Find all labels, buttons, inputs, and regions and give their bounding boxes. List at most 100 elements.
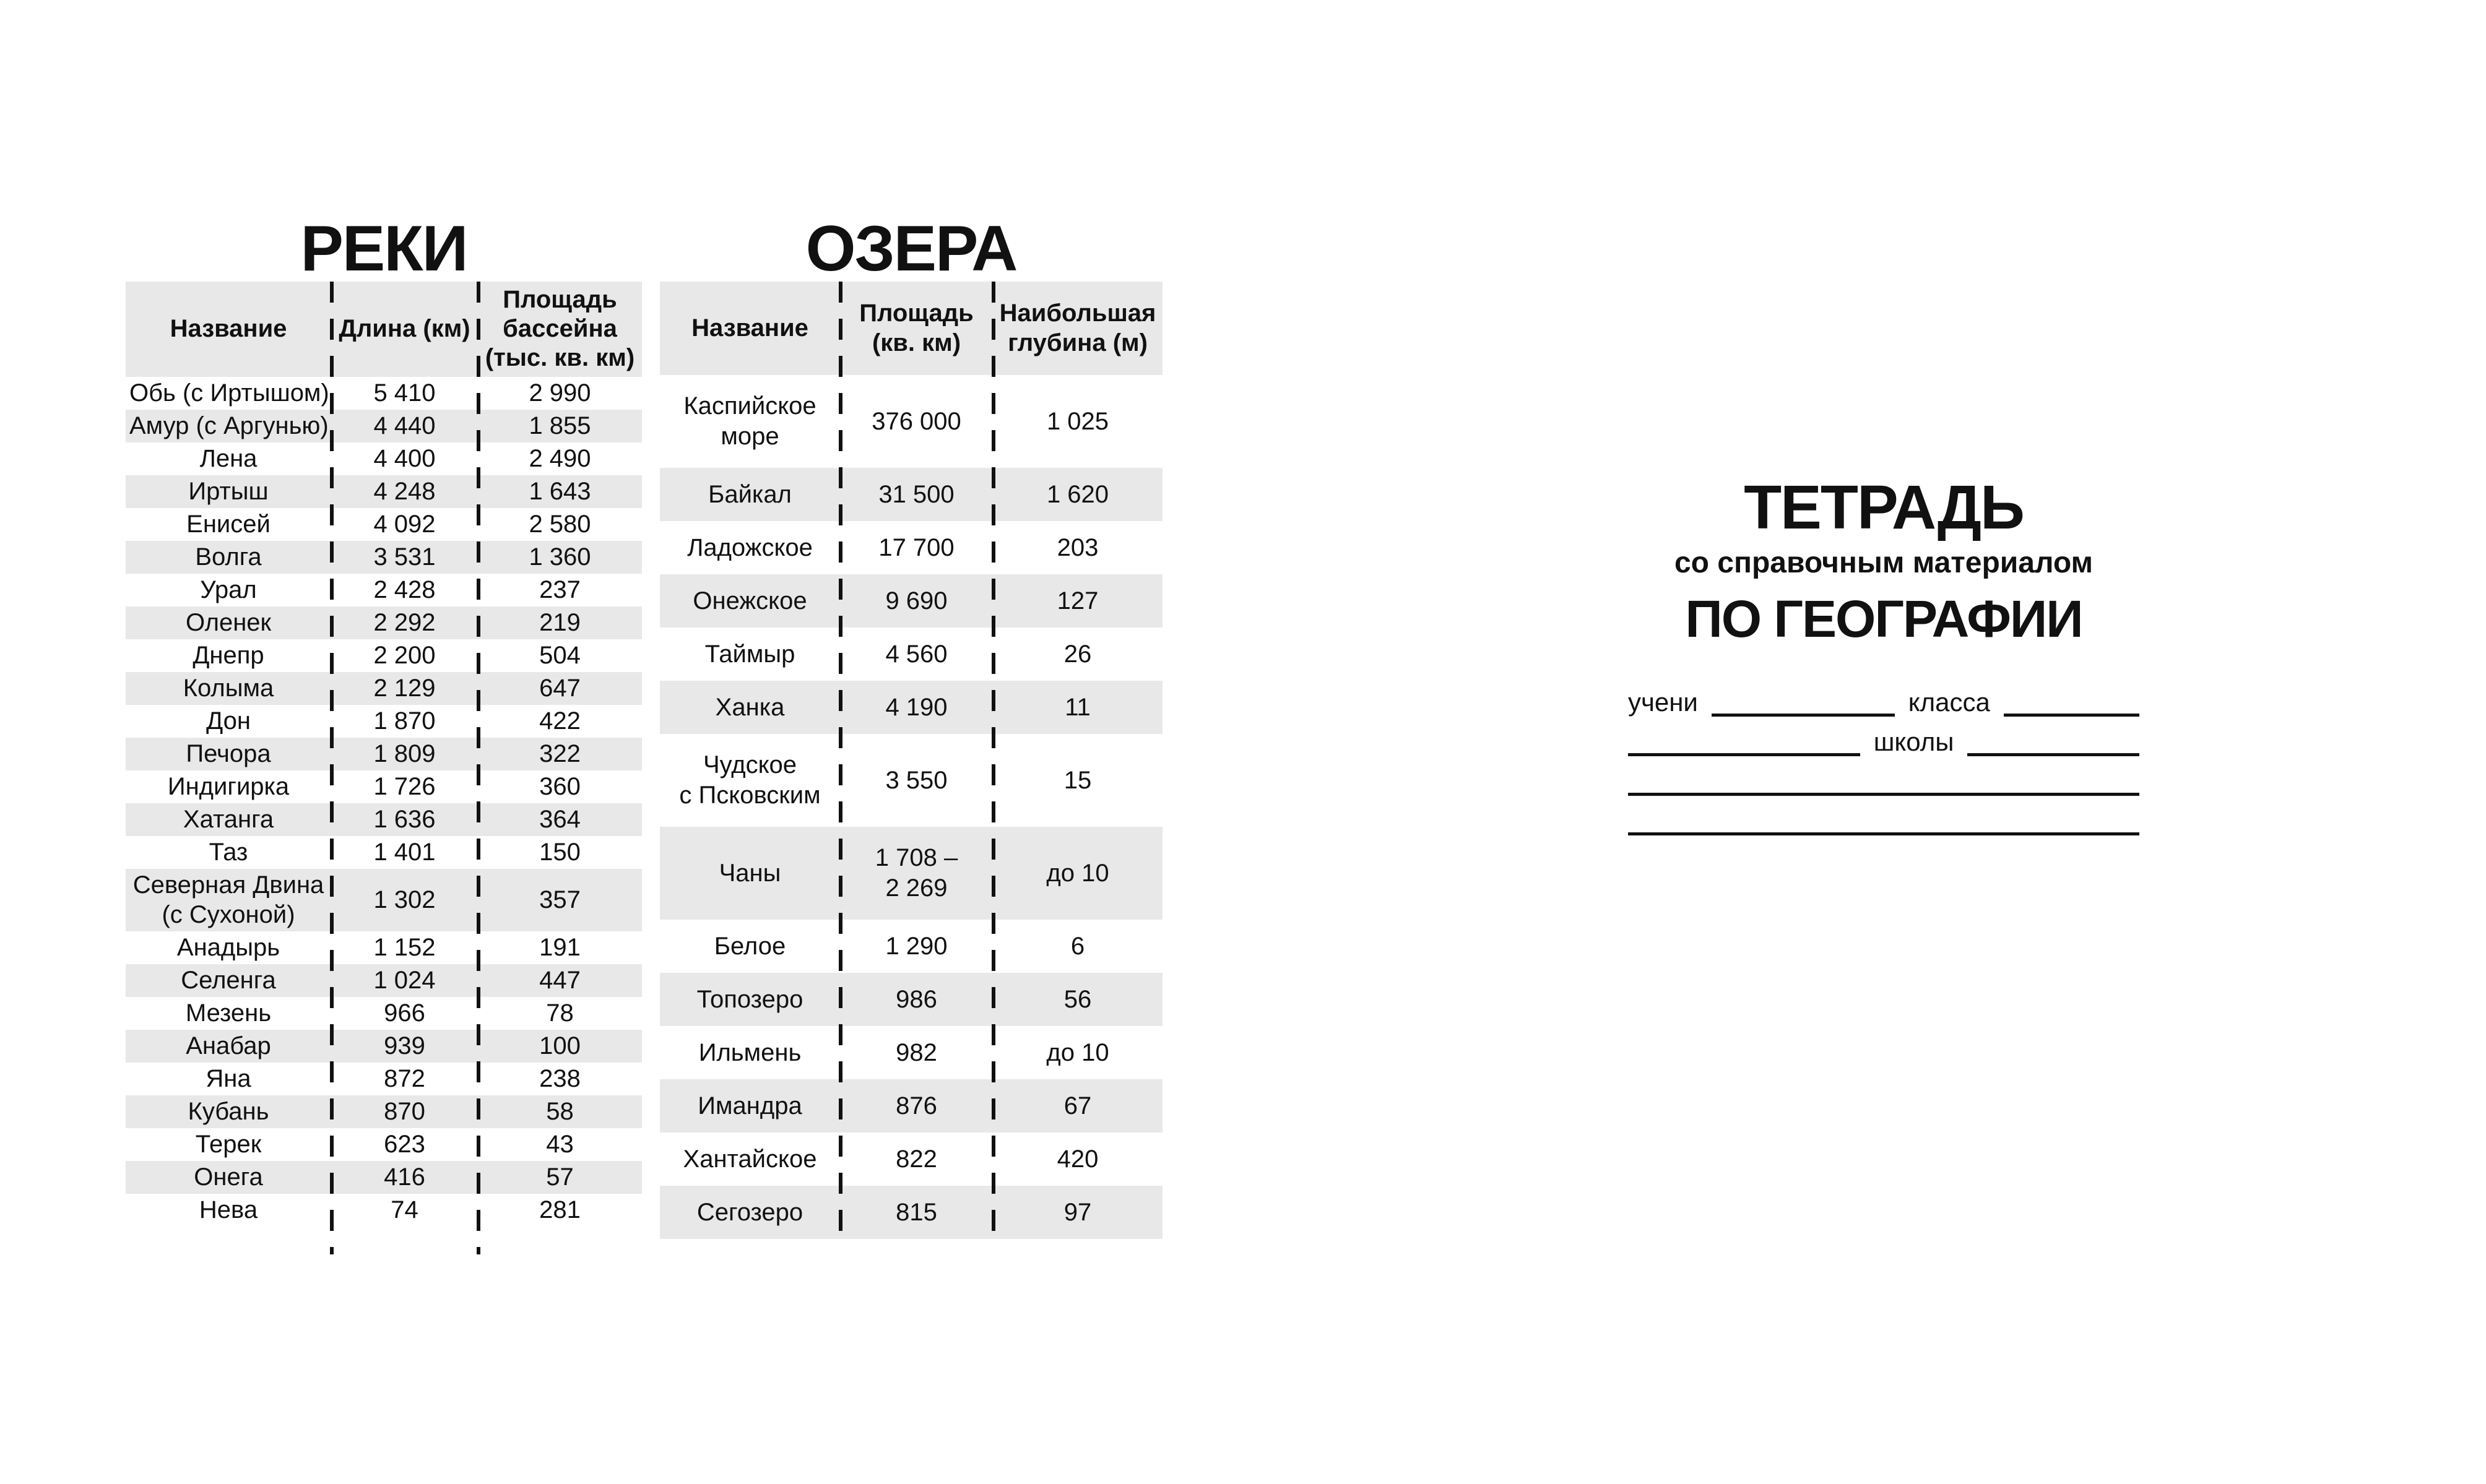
table-cell: 815	[896, 1198, 937, 1226]
table-cell: Иртыш	[188, 477, 269, 505]
school-label: школы	[1873, 727, 1954, 756]
column-divider-dashed	[477, 282, 480, 1255]
table-row: Дон 1 870 422	[126, 705, 642, 738]
notebook-subtitle: со справочным материалом	[1674, 546, 2094, 579]
table-cell: 1 636	[373, 805, 436, 833]
table-cell: Ильмень	[698, 1038, 802, 1066]
table-cell: 4 248	[373, 477, 436, 505]
student-label: учени	[1628, 688, 1698, 717]
table-row: Ильмень 982 до 10	[660, 1026, 1163, 1079]
table-cell: Хатанга	[183, 805, 274, 833]
column-header-basin: Площадь бассейна (тыс. кв. км)	[485, 286, 635, 372]
table-cell: 238	[539, 1065, 581, 1093]
school-blank-line-left	[1628, 728, 1860, 756]
table-cell: Таймыр	[704, 640, 795, 668]
column-header-depth: Наибольшая глубина (м)	[999, 300, 1156, 356]
table-cell: Хантайское	[683, 1145, 817, 1173]
table-row: Яна 872 238	[126, 1063, 642, 1095]
table-cell: 11	[1065, 693, 1091, 721]
table-cell: 357	[539, 886, 581, 913]
table-cell: 876	[896, 1092, 937, 1119]
table-row: Урал 2 428 237	[126, 574, 642, 606]
table-cell: 150	[539, 838, 581, 866]
table-cell: 2 129	[373, 674, 436, 702]
table-cell: 191	[539, 934, 581, 962]
column-header-area: Площадь (кв. км)	[859, 300, 974, 356]
table-cell: Онега	[194, 1163, 263, 1191]
table-cell: 982	[896, 1038, 937, 1066]
table-row: Ладожское 17 700 203	[660, 521, 1163, 574]
table-cell: 4 560	[885, 640, 948, 668]
table-cell: 9 690	[885, 587, 948, 615]
table-cell: Дон	[206, 707, 251, 735]
table-cell: 2 490	[529, 444, 591, 472]
lakes-table-header-row: Название Площадь (кв. км) Наибольшая глу…	[660, 282, 1163, 375]
table-row: Ханка 4 190 11	[660, 681, 1163, 734]
table-row: Топозеро 986 56	[660, 973, 1163, 1026]
table-cell: 1 855	[529, 412, 591, 439]
table-cell: 31 500	[878, 480, 955, 508]
table-cell: Топозеро	[696, 985, 803, 1013]
rivers-table-title: РЕКИ	[300, 213, 469, 285]
table-cell: 237	[539, 576, 581, 603]
table-row: Хантайское 822 420	[660, 1132, 1163, 1186]
table-row: Оленек 2 292 219	[126, 606, 642, 639]
table-cell: 2 990	[529, 379, 591, 407]
table-cell: Сегозеро	[696, 1198, 803, 1226]
table-cell: 939	[384, 1032, 425, 1060]
table-cell: Северная Двина (с Сухоной)	[132, 871, 324, 929]
table-cell: 1 024	[373, 967, 436, 994]
column-divider-dashed	[839, 282, 842, 1239]
table-row: Печора 1 809 322	[126, 737, 642, 770]
table-cell: Оленек	[185, 608, 272, 636]
table-cell: 2 580	[529, 510, 591, 538]
table-cell: 1 360	[529, 543, 591, 571]
table-cell: 966	[384, 999, 425, 1027]
table-cell: до 10	[1046, 859, 1109, 887]
table-cell: Печора	[186, 740, 271, 767]
table-cell: 364	[539, 805, 581, 833]
table-cell: Волга	[195, 543, 262, 571]
table-cell: Днепр	[193, 641, 264, 669]
table-row: Индигирка 1 726 360	[126, 770, 642, 803]
table-cell: 4 190	[885, 693, 948, 721]
table-row: Селенга 1 024 447	[126, 964, 642, 998]
table-cell: 447	[539, 967, 581, 994]
table-row: Кубань 870 58	[126, 1095, 642, 1129]
table-cell: 1 302	[373, 886, 436, 913]
table-cell: 74	[391, 1196, 418, 1224]
table-cell: 4 092	[373, 510, 436, 538]
table-cell: 203	[1057, 533, 1099, 561]
table-row: Байкал 31 500 1 620	[660, 468, 1163, 521]
table-cell: 1 708 – 2 269	[875, 844, 958, 902]
table-cell: 416	[384, 1163, 425, 1191]
column-header-name: Название	[691, 314, 808, 342]
lakes-table-body: Каспийское море 376 000 1 025 Байкал 31 500 1…	[660, 375, 1163, 1239]
table-row: Обь (с Иртышом) 5 410 2 990	[126, 377, 642, 410]
table-cell: 4 400	[373, 444, 436, 472]
table-row: Амур (с Аргунью) 4 440 1 855	[126, 409, 642, 442]
notebook-subject: ПО ГЕОГРАФИИ	[1685, 590, 2083, 648]
table-cell: 219	[539, 608, 581, 636]
table-cell: 3 531	[373, 543, 436, 571]
table-row: Анадырь 1 152 191	[126, 931, 642, 964]
table-cell: 420	[1057, 1145, 1099, 1173]
table-cell: 127	[1057, 587, 1099, 615]
table-cell: 360	[539, 772, 581, 800]
table-cell: 67	[1063, 1092, 1092, 1119]
table-cell: 1 726	[373, 772, 436, 800]
table-cell: 26	[1063, 640, 1092, 668]
rivers-table-body: Обь (с Иртышом) 5 410 2 990 Амур (с Аргунью…	[126, 377, 642, 1227]
form-row-blank-1	[1628, 765, 2139, 796]
table-cell: 872	[384, 1065, 425, 1093]
table-row: Днепр 2 200 504	[126, 639, 642, 672]
table-row: Чудское с Псковским 3 550 15	[660, 734, 1163, 827]
table-row: Каспийское море 376 000 1 025	[660, 375, 1163, 468]
table-row: Сегозеро 815 97	[660, 1186, 1163, 1239]
table-row: Северная Двина (с Сухоной) 1 302 357	[126, 868, 642, 932]
table-row: Онежское 9 690 127	[660, 574, 1163, 628]
table-cell: 1 809	[373, 740, 436, 767]
table-row: Чаны 1 708 – 2 269 до 10	[660, 827, 1163, 920]
table-cell: 986	[896, 985, 937, 1013]
